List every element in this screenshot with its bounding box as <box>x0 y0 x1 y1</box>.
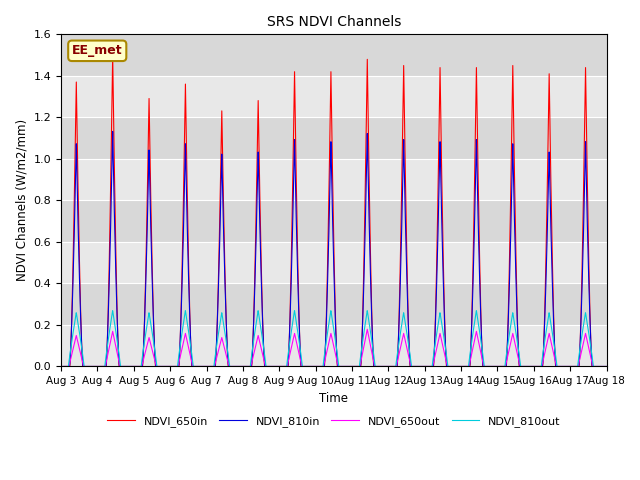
NDVI_650in <box>486 364 494 370</box>
Bar <box>61 284 607 325</box>
Text: EE_met: EE_met <box>72 44 123 57</box>
NDVI_650in <box>603 364 611 370</box>
NDVI_810in <box>601 364 609 370</box>
NDVI_810out <box>486 364 494 370</box>
Line: NDVI_650in: NDVI_650in <box>61 55 607 367</box>
NDVI_650in <box>262 364 269 370</box>
Bar <box>61 201 607 242</box>
NDVI_810out <box>174 361 182 367</box>
NDVI_810in <box>109 129 116 134</box>
NDVI_650out <box>168 364 176 370</box>
NDVI_810out <box>601 364 609 370</box>
NDVI_650in <box>174 364 182 370</box>
NDVI_650in <box>109 52 116 58</box>
NDVI_650out <box>261 362 269 368</box>
NDVI_650out <box>601 364 609 370</box>
Bar <box>61 118 607 159</box>
NDVI_650in <box>409 364 417 370</box>
NDVI_810in <box>603 364 611 370</box>
X-axis label: Time: Time <box>319 392 348 405</box>
Y-axis label: NDVI Channels (W/m2/mm): NDVI Channels (W/m2/mm) <box>15 120 28 281</box>
NDVI_650out <box>364 326 371 332</box>
NDVI_650in <box>601 364 609 370</box>
NDVI_810out <box>57 364 65 370</box>
NDVI_810out <box>109 308 116 313</box>
NDVI_810in <box>409 364 417 370</box>
Bar <box>61 35 607 76</box>
NDVI_810out <box>168 364 176 370</box>
NDVI_810in <box>486 364 494 370</box>
NDVI_650out <box>603 364 611 370</box>
NDVI_650out <box>57 364 65 370</box>
NDVI_650in <box>57 364 65 370</box>
NDVI_810out <box>409 364 417 370</box>
NDVI_810out <box>603 364 611 370</box>
NDVI_650out <box>409 364 417 370</box>
NDVI_650out <box>486 364 494 370</box>
NDVI_650in <box>168 364 176 370</box>
Line: NDVI_650out: NDVI_650out <box>61 329 607 367</box>
Title: SRS NDVI Channels: SRS NDVI Channels <box>267 15 401 29</box>
NDVI_810in <box>57 364 65 370</box>
NDVI_810in <box>168 364 176 370</box>
NDVI_650out <box>174 364 182 370</box>
Line: NDVI_810in: NDVI_810in <box>61 132 607 367</box>
Legend: NDVI_650in, NDVI_810in, NDVI_650out, NDVI_810out: NDVI_650in, NDVI_810in, NDVI_650out, NDV… <box>102 412 565 432</box>
Line: NDVI_810out: NDVI_810out <box>61 311 607 367</box>
NDVI_810in <box>174 364 182 370</box>
NDVI_810in <box>262 364 269 370</box>
NDVI_810out <box>262 358 269 363</box>
